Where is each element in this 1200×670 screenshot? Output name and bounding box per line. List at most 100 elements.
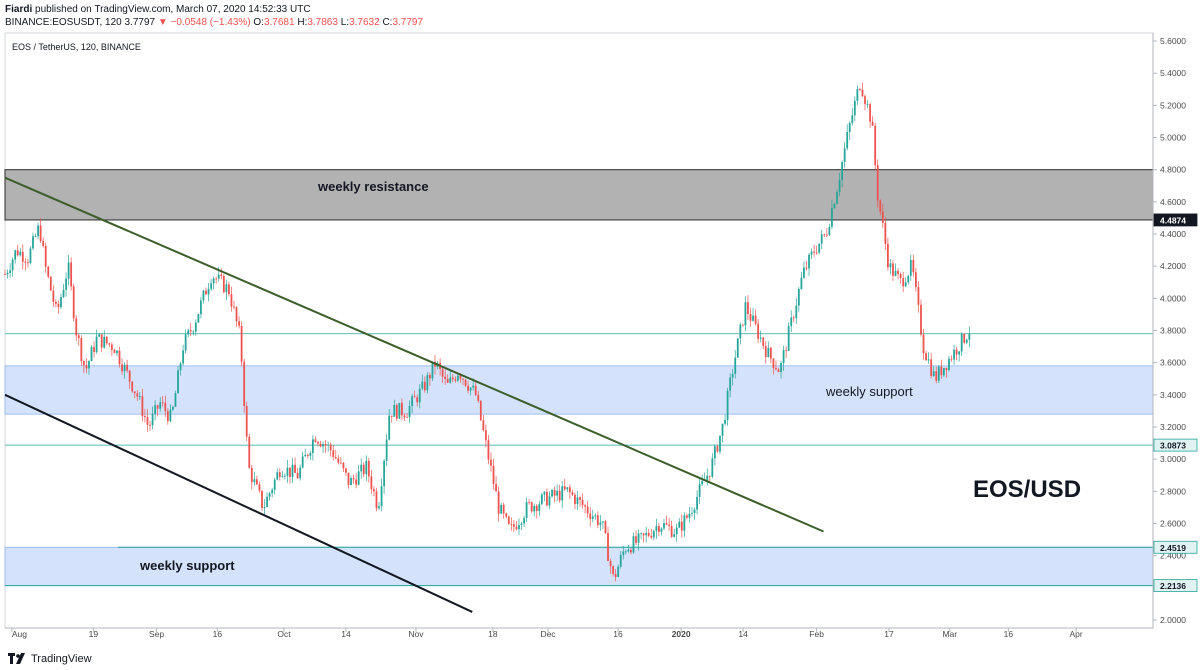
candle-body <box>34 236 37 237</box>
candle-body <box>871 121 874 126</box>
candle-body <box>108 343 111 345</box>
candle-body <box>932 371 935 376</box>
candle-body <box>416 397 419 403</box>
candle-body <box>630 549 632 553</box>
candle-body <box>492 465 495 484</box>
candle-body <box>769 347 772 359</box>
candle-body <box>166 411 169 422</box>
candle-body <box>660 528 663 532</box>
candle-body <box>469 387 472 391</box>
candle-body <box>627 549 630 552</box>
candle-body <box>548 496 551 506</box>
candle-body <box>495 483 497 492</box>
candle-body <box>942 367 945 376</box>
candle-body <box>927 359 930 361</box>
candle-body <box>311 439 314 453</box>
candle-body <box>800 277 803 289</box>
tradingview-logo-icon[interactable] <box>8 653 26 665</box>
candle-body <box>721 423 724 436</box>
candle-body <box>88 361 90 369</box>
candle-body <box>197 314 200 323</box>
candle-body <box>245 405 248 437</box>
candle-body <box>271 489 274 494</box>
candle-body <box>365 460 368 475</box>
candle-body <box>144 415 146 418</box>
candle-body <box>146 417 149 425</box>
candle-body <box>347 472 350 486</box>
candle-body <box>510 523 513 525</box>
candle-body <box>156 405 159 409</box>
y-axis[interactable] <box>1153 33 1200 628</box>
ohlc-line: BINANCE:EOSUSDT, 120 3.7797 ▼ −0.0548 (−… <box>5 16 1195 29</box>
candle-body <box>497 491 500 514</box>
candle-body <box>810 251 813 255</box>
author-name[interactable]: Fiardi <box>5 4 33 15</box>
candle-body <box>739 324 742 339</box>
x-tick-label: 19 <box>89 629 99 639</box>
candle-body <box>103 336 106 348</box>
candle-body <box>581 499 584 506</box>
y-tick-label: 3.6000 <box>1160 358 1186 368</box>
candle-body <box>917 287 920 305</box>
x-tick-label: Aug <box>12 629 27 639</box>
candle-body <box>948 358 950 371</box>
candle-body <box>787 326 790 351</box>
candle-body <box>655 526 658 532</box>
candle-body <box>708 475 711 477</box>
candle-body <box>317 442 319 444</box>
candle-body <box>24 261 27 263</box>
candle-body <box>622 551 625 556</box>
candle-body <box>72 286 75 319</box>
x-tick-label: Mar <box>942 629 957 639</box>
candle-body <box>403 415 406 418</box>
candle-body <box>907 275 910 283</box>
candle-body <box>637 533 640 543</box>
y-tick-label: 4.0000 <box>1160 293 1186 303</box>
candle-body <box>289 467 291 477</box>
x-tick-label: 14 <box>738 629 748 639</box>
y-tick-label: 2.8000 <box>1160 486 1186 496</box>
candle-body <box>505 513 508 517</box>
candle-body <box>584 505 587 507</box>
x-tick-label: 2020 <box>672 629 691 639</box>
candle-body <box>963 333 966 343</box>
candle-body <box>462 378 464 380</box>
lower-channel-trendline[interactable] <box>4 393 473 613</box>
candle-body <box>118 350 121 365</box>
tradingview-brand[interactable]: TradingView <box>31 653 92 665</box>
candle-body <box>62 289 65 298</box>
candle-body <box>795 305 798 319</box>
candle-body <box>406 417 408 418</box>
candle-body <box>334 456 337 459</box>
candle-body <box>235 307 238 322</box>
candle-body <box>520 523 523 526</box>
candle-body <box>138 396 141 398</box>
candle-body <box>731 373 734 378</box>
x-tick-label: 14 <box>341 629 351 639</box>
candle-body <box>912 259 915 273</box>
candle-body <box>268 493 271 497</box>
candle-body <box>222 276 225 293</box>
candle-body <box>589 513 592 519</box>
candle-body <box>179 363 182 371</box>
candle-body <box>464 379 467 386</box>
candle-body <box>556 490 559 496</box>
candle-body <box>833 203 836 208</box>
candle-body <box>958 351 961 355</box>
candle-body <box>652 531 655 538</box>
descending-trendline[interactable] <box>4 176 824 533</box>
x-tick-label: 18 <box>488 629 498 639</box>
candle-body <box>757 323 760 339</box>
candle-body <box>429 374 431 379</box>
candle-body <box>70 262 73 287</box>
candle-body <box>421 381 424 389</box>
candle-body <box>780 363 782 373</box>
candle-body <box>423 381 426 391</box>
high-value: 3.7863 <box>307 17 338 28</box>
candle-body <box>645 532 648 536</box>
plot-area[interactable] <box>4 32 1154 629</box>
candle-body <box>286 467 289 476</box>
candle-body <box>820 234 823 244</box>
candle-body <box>133 391 136 394</box>
